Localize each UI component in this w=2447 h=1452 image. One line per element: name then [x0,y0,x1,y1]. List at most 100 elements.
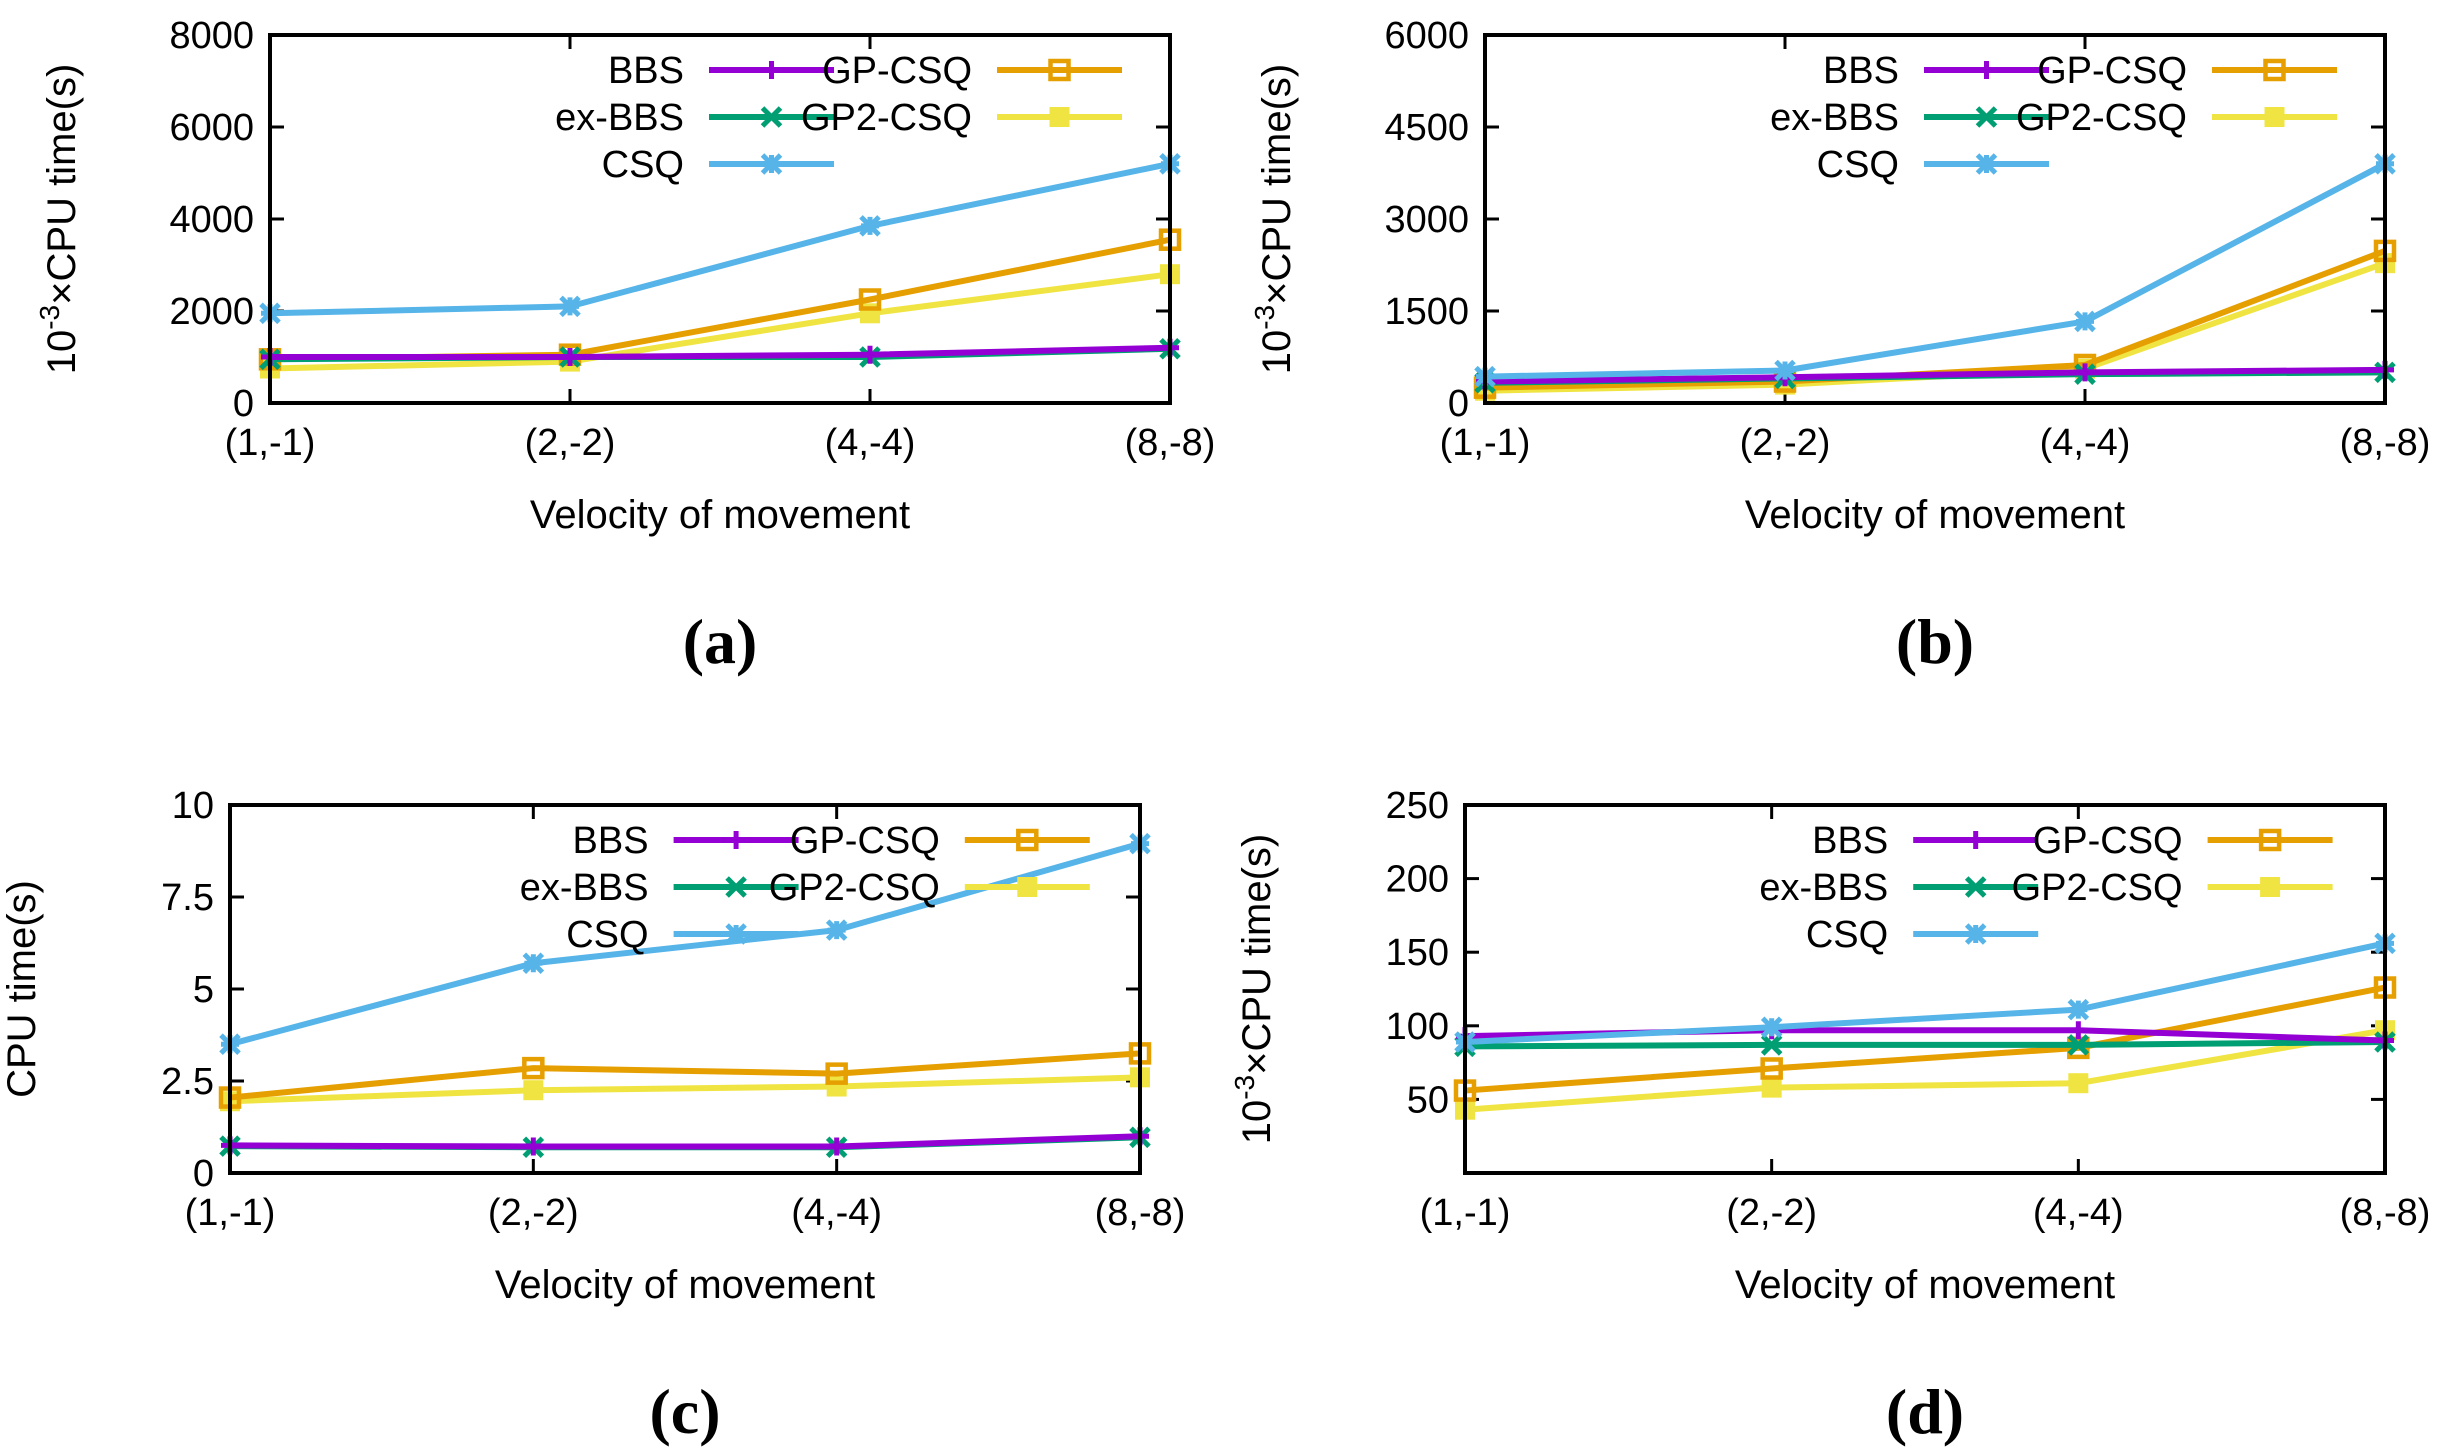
data-point-csq [522,952,545,975]
x-tick-label: (2,-2) [1740,422,1831,464]
data-point-bbs [827,1137,846,1156]
data-point-csq [559,295,581,318]
y-tick-label: 5 [193,969,214,1011]
y-axis-title: CPU time(s) [0,880,44,1098]
data-point-csq [825,919,848,941]
legend-label: CSQ [602,144,684,186]
y-tick-label: 0 [193,1153,214,1195]
data-point-csq [1760,1016,1783,1039]
legend-label: GP2-CSQ [2012,867,2183,909]
data-point-gp-csq [522,1056,545,1080]
y-axis-title: 10-3×CPU time(s) [1229,834,1279,1145]
y-tick-label: 0 [1448,383,1469,425]
y-tick-label: 4500 [1384,107,1469,149]
series-line-gp-csq [269,236,1171,363]
series-line-csq [269,160,1171,317]
series-line-gp2-csq [269,271,1171,372]
data-point-bbs [861,345,879,364]
legend-marker [1048,58,1071,82]
y-tick-label: 150 [1386,932,1449,974]
panel-label: (d) [1886,1376,1964,1447]
legend-marker [1049,107,1070,127]
legend-label: ex-BBS [1759,867,1888,909]
legend-label: GP-CSQ [822,50,972,92]
panel-label: (b) [1896,606,1974,677]
legend-marker [1977,61,1996,79]
x-tick-label: (8,-8) [1095,1192,1186,1234]
y-tick-label: 100 [1386,1006,1449,1048]
plot-frame [228,803,1142,1175]
y-axis-title: 10-3×CPU time(s) [34,64,84,375]
legend-marker [2258,828,2282,852]
legend: BBS ex-BBS CSQ GP-CSQ GP2-CSQ [1759,820,2333,956]
legend-label: CSQ [1817,144,1899,186]
legend-marker [2264,107,2285,127]
y-tick-label: 10 [172,785,214,827]
legend-label: GP-CSQ [2037,50,2187,92]
x-tick-label: (1,-1) [185,1192,276,1234]
legend-label: GP2-CSQ [801,97,972,139]
series-line-gp2-csq [1464,1027,2386,1113]
y-tick-label: 50 [1407,1079,1449,1121]
series-line-gp-csq [1484,248,2387,391]
x-axis-title: Velocity of movement [530,493,910,537]
chart-panel: 50 100 150 200 250 (1,-1) (2,-2) (4,-4) (8,-8) BB… [1229,785,2430,1447]
data-point-gp2-csq [523,1080,544,1101]
legend-marker [1966,831,1985,849]
legend: BBS ex-BBS CSQ GP-CSQ GP2-CSQ [520,820,1090,956]
x-axis-title: Velocity of movement [1735,1263,2115,1307]
legend-marker [1975,106,1998,128]
data-point-gp-csq [1760,1057,1783,1080]
data-point-csq [2067,998,2090,1021]
legend-label: ex-BBS [555,97,684,139]
data-point-bbs [2069,1021,2088,1040]
series-line-gp-csq [229,1050,1141,1101]
legend-marker [1964,923,1987,945]
legend-marker [2263,58,2286,82]
legend-label: BBS [1812,820,1888,862]
legend-marker [1016,828,1039,852]
y-tick-label: 8000 [169,15,254,57]
y-tick-label: 250 [1386,785,1449,827]
x-tick-label: (2,-2) [488,1192,579,1234]
data-point-bbs [524,1137,543,1156]
data-point-csq [2074,310,2096,333]
y-tick-label: 4000 [169,199,254,241]
plot-frame [268,33,1172,405]
panel-label: (a) [683,606,758,677]
legend-label: GP-CSQ [790,820,940,862]
legend-marker [2260,877,2281,897]
series-line-bbs [229,1133,1141,1150]
y-axis-title: 10-3×CPU time(s) [1249,64,1299,375]
data-point-bbs [2076,363,2094,382]
legend-label: ex-BBS [520,867,649,909]
series-line-ex-bbs [1464,1038,2386,1050]
chart-panel: 0 2.5 5 7.5 10 (1,-1) (2,-2) (4,-4) (8,-8) BBS ex-… [0,785,1185,1447]
y-tick-label: 2000 [169,291,254,333]
data-point-gp2-csq [826,1076,847,1097]
legend-marker [1975,153,1998,175]
y-tick-label: 3000 [1384,199,1469,241]
legend-label: CSQ [1806,914,1888,956]
data-point-gp-csq [825,1062,848,1085]
x-tick-label: (4,-4) [2033,1192,2124,1234]
legend-marker [1964,876,1987,898]
series-line-csq [1484,161,2387,380]
data-point-gp-csq [858,288,882,311]
series-line-csq [229,840,1141,1048]
chart-panel: 0 2000 4000 6000 8000 (1,-1) (2,-2) (4,-4) (8,-8… [34,15,1215,677]
legend-marker [725,923,747,945]
y-tick-label: 0 [233,383,254,425]
series-line-csq [1464,940,2386,1045]
y-tick-label: 2.5 [161,1061,214,1103]
x-axis-title: Velocity of movement [495,1263,875,1307]
data-point-ex-bbs [1760,1034,1783,1056]
legend-label: GP2-CSQ [2016,97,2187,139]
x-tick-label: (1,-1) [1420,1192,1511,1234]
legend: BBS ex-BBS CSQ GP-CSQ GP2-CSQ [1770,50,2337,186]
legend-marker [727,831,746,849]
legend-label: GP-CSQ [2033,820,2183,862]
series-line-gp2-csq [229,1074,1141,1105]
x-tick-label: (8,-8) [2340,1192,2431,1234]
